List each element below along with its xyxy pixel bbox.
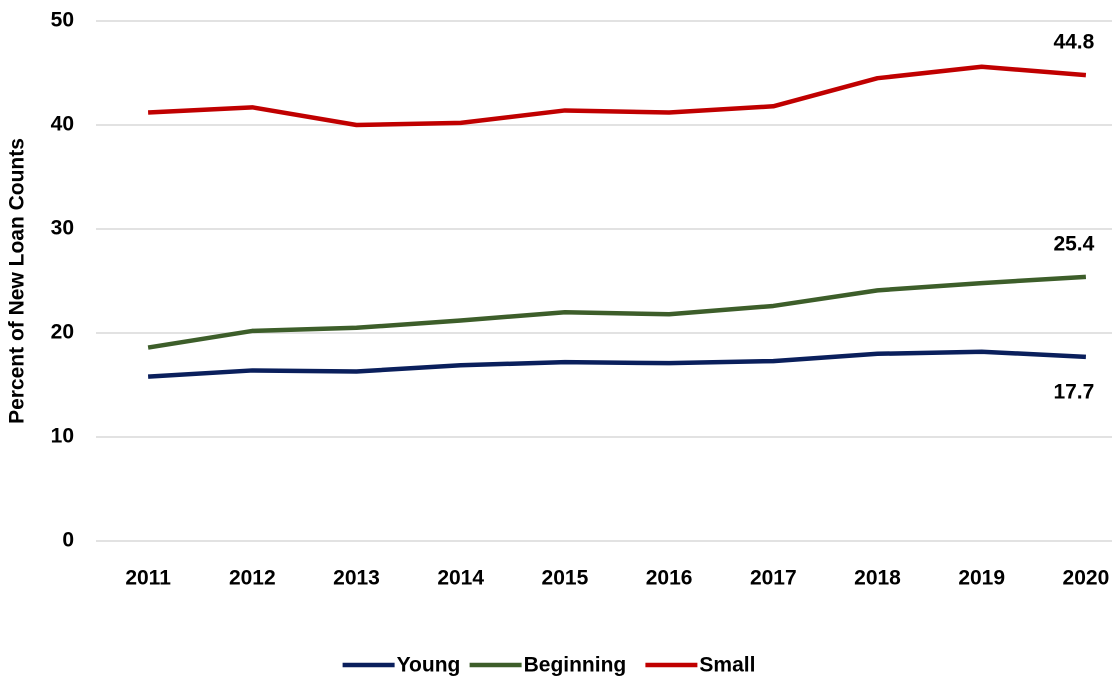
x-tick-label: 2011 <box>125 567 171 590</box>
x-tick-label: 2013 <box>333 567 380 590</box>
line <box>147 64 1087 128</box>
x-tick-label: 2014 <box>437 567 484 590</box>
y-tick-label: 40 <box>51 113 74 136</box>
line <box>147 274 1087 350</box>
legend-label: Young <box>397 654 461 677</box>
x-tick-label: 2017 <box>750 567 797 590</box>
data-label: 44.8 <box>1053 31 1094 54</box>
line <box>147 349 1087 379</box>
y-tick-label: 30 <box>51 217 74 240</box>
data-label: 25.4 <box>1053 232 1094 255</box>
x-tick-label: 2012 <box>229 567 276 590</box>
x-tick-label: 2015 <box>542 567 589 590</box>
y-axis-label: Percent of New Loan Counts <box>6 138 29 424</box>
y-tick-label: 0 <box>62 529 74 552</box>
x-tick-label: 2019 <box>958 567 1005 590</box>
y-tick-label: 20 <box>51 321 74 344</box>
data-label: 17.7 <box>1053 380 1094 403</box>
y-tick-label: 50 <box>51 9 74 32</box>
legend-label: Small <box>699 654 755 677</box>
x-tick-label: 2016 <box>646 567 693 590</box>
x-tick-label: 2018 <box>854 567 901 590</box>
legend-label: Beginning <box>524 654 627 677</box>
x-tick-label: 2020 <box>1063 567 1110 590</box>
y-tick-label: 10 <box>51 425 74 448</box>
